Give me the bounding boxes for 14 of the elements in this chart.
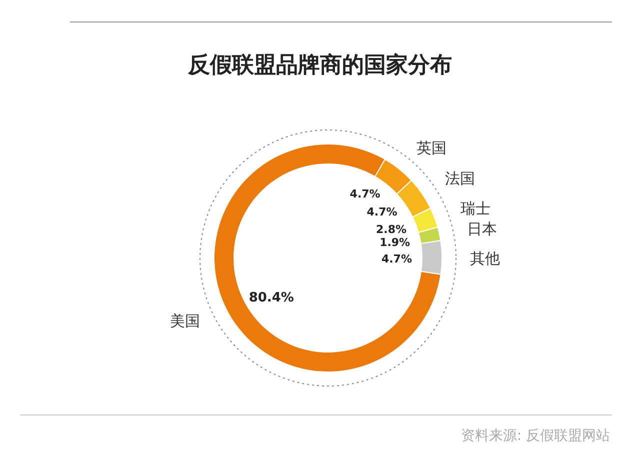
slice-label: 英国 <box>416 138 446 157</box>
data-label: 80.4% <box>248 290 294 306</box>
data-label: 1.9% <box>380 236 410 250</box>
chart-title: 反假联盟品牌商的国家分布 <box>187 52 452 78</box>
slice-label: 瑞士 <box>460 200 491 218</box>
data-label: 2.8% <box>376 223 407 236</box>
text: 资料来源: 反假联盟网站 <box>460 428 610 444</box>
data-label: 4.7% <box>366 206 398 219</box>
slice-label: 日本 <box>466 220 497 238</box>
slice-label: 美国 <box>170 312 200 330</box>
slice-label: 其他 <box>470 249 500 268</box>
data-label: 4.7% <box>381 252 412 266</box>
data-label: 4.7% <box>350 187 380 200</box>
slice-label: 法国 <box>445 170 476 188</box>
